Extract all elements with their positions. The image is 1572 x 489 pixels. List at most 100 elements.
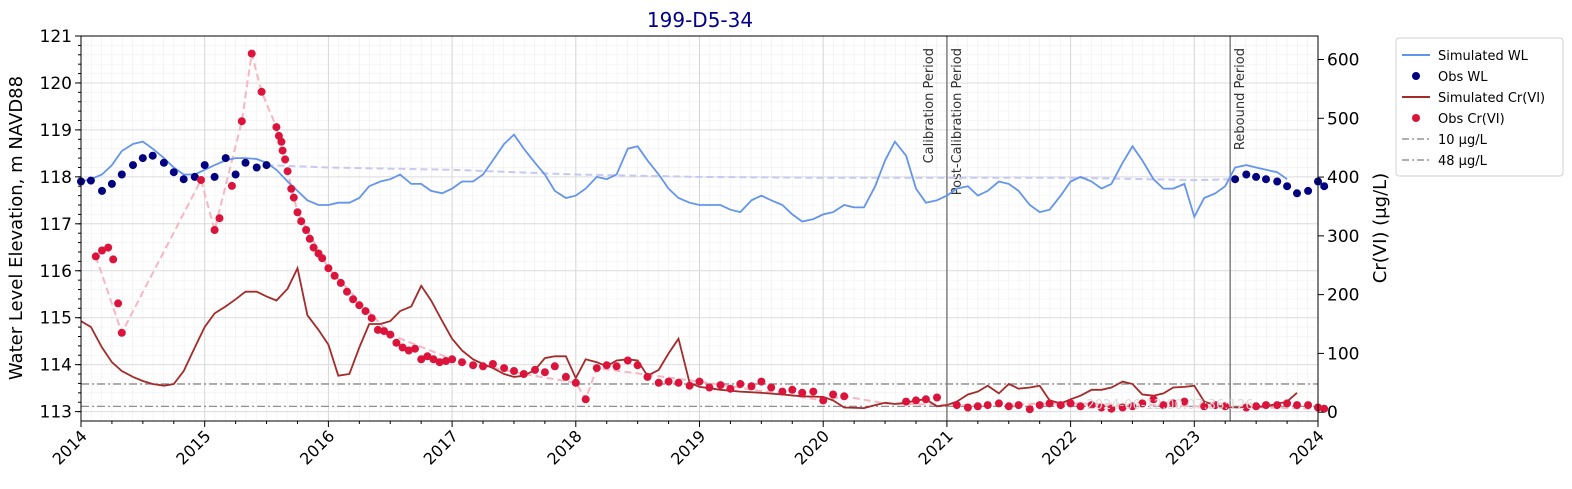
obs-cr-vi-point bbox=[1273, 401, 1282, 410]
obs-cr-vi-point bbox=[1262, 401, 1270, 410]
obs-cr-vi-point bbox=[1159, 401, 1168, 410]
obs-cr-vi-point bbox=[1149, 395, 1158, 404]
obs-cr-vi-point bbox=[1180, 397, 1189, 406]
y-left-tick-label: 115 bbox=[40, 309, 72, 329]
x-tick-label: 2024 bbox=[1286, 426, 1328, 468]
obs-cr-vi-point bbox=[272, 123, 281, 132]
obs-cr-vi-point bbox=[933, 393, 941, 402]
obs-cr-vi-point bbox=[695, 377, 704, 386]
obs-wl-point bbox=[221, 154, 230, 163]
y-left-tick-label: 117 bbox=[40, 215, 72, 235]
obs-wl-point bbox=[262, 161, 271, 170]
obs-cr-vi-point bbox=[1293, 401, 1301, 410]
obs-cr-vi-point bbox=[411, 344, 419, 353]
legend-label: 48 μg/L bbox=[1438, 154, 1488, 169]
obs-cr-vi-point bbox=[1252, 402, 1261, 411]
obs-cr-vi-point bbox=[417, 355, 426, 364]
obs-cr-vi-point bbox=[571, 378, 580, 387]
obs-wl-point bbox=[179, 175, 188, 184]
obs-cr-vi-point bbox=[91, 252, 100, 261]
obs-cr-vi-point bbox=[994, 399, 1003, 408]
obs-cr-vi-point bbox=[809, 387, 818, 396]
y-right-tick-label: 200 bbox=[1327, 286, 1359, 306]
legend-label: 10 μg/L bbox=[1438, 133, 1488, 148]
obs-cr-vi-point bbox=[912, 396, 920, 405]
obs-cr-vi-point bbox=[921, 395, 930, 404]
y-right-tick-label: 500 bbox=[1327, 109, 1359, 129]
obs-cr-vi-point bbox=[435, 358, 444, 367]
obs-cr-vi-point bbox=[973, 402, 982, 411]
y-left-tick-label: 114 bbox=[40, 356, 72, 376]
obs-cr-vi-point bbox=[278, 146, 287, 155]
obs-cr-vi-point bbox=[380, 327, 389, 336]
y-right-tick-label: 300 bbox=[1327, 227, 1359, 247]
obs-cr-vi-point bbox=[664, 377, 673, 386]
obs-cr-vi-point bbox=[685, 381, 694, 390]
obs-cr-vi-point bbox=[302, 226, 311, 234]
obs-wl-point bbox=[190, 172, 199, 181]
obs-wl-point bbox=[1283, 182, 1292, 191]
legend-label: Obs WL bbox=[1438, 70, 1488, 85]
obs-cr-vi-point bbox=[215, 214, 224, 223]
y-left-tick-label: 119 bbox=[40, 121, 72, 141]
obs-wl-point bbox=[129, 161, 137, 170]
obs-cr-vi-point bbox=[349, 295, 358, 304]
obs-cr-vi-point bbox=[510, 367, 518, 375]
y-axis-right: 0 100 200 300 400 500 600 bbox=[1318, 51, 1359, 423]
obs-cr-vi-point bbox=[1076, 402, 1085, 411]
obs-wl-point bbox=[231, 170, 240, 179]
obs-cr-vi-point bbox=[798, 388, 807, 397]
obs-wl-point bbox=[210, 172, 219, 181]
obs-cr-vi-point bbox=[287, 184, 296, 193]
obs-cr-vi-point bbox=[519, 370, 528, 378]
obs-cr-vi-point bbox=[441, 357, 450, 365]
obs-cr-vi-point bbox=[1087, 401, 1096, 410]
obs-wl-point bbox=[1320, 182, 1329, 191]
obs-cr-vi-point bbox=[479, 362, 487, 371]
obs-cr-vi-point bbox=[297, 217, 306, 226]
obs-cr-vi-point bbox=[1004, 402, 1013, 411]
obs-cr-vi-point bbox=[788, 385, 797, 394]
obs-cr-vi-point bbox=[1056, 401, 1065, 410]
x-tick-label: 2016 bbox=[296, 426, 338, 468]
obs-cr-vi-point bbox=[237, 117, 246, 126]
y-left-tick-label: 118 bbox=[40, 168, 72, 188]
obs-wl-point bbox=[252, 163, 261, 172]
period-lines: Calibration Period Post-Calibration Perio… bbox=[922, 36, 1248, 421]
obs-cr-vi-point bbox=[293, 208, 302, 217]
obs-cr-vi-point bbox=[227, 181, 236, 190]
obs-cr-vi-point bbox=[633, 361, 642, 370]
obs-cr-vi-point bbox=[404, 346, 413, 355]
obs-cr-vi-point bbox=[902, 397, 911, 406]
obs-cr-vi-point bbox=[109, 255, 118, 264]
obs-cr-vi-point bbox=[592, 364, 601, 373]
obs-cr-vi-point bbox=[281, 155, 290, 164]
obs-cr-vi-point bbox=[1200, 402, 1209, 411]
obs-cr-vi-point bbox=[1221, 402, 1230, 411]
obs-cr-vi-point bbox=[1211, 401, 1220, 410]
obs-cr-vi-point bbox=[1128, 402, 1137, 411]
x-tick-label: 2017 bbox=[420, 426, 462, 468]
obs-cr-vi-point bbox=[531, 365, 539, 374]
obs-cr-vi-point bbox=[386, 330, 395, 339]
obs-cr-vi-point bbox=[1107, 404, 1116, 413]
y-right-tick-label: 400 bbox=[1327, 168, 1359, 188]
obs-wl-point bbox=[1273, 177, 1282, 186]
y-left-tick-label: 120 bbox=[40, 74, 72, 94]
y-right-tick-label: 0 bbox=[1327, 403, 1338, 423]
obs-cr-vi-point bbox=[429, 355, 438, 364]
obs-cr-vi-point bbox=[747, 382, 756, 391]
y-right-tick-label: 100 bbox=[1327, 344, 1359, 364]
obs-cr-vi-point bbox=[336, 278, 345, 287]
obs-cr-vi-point bbox=[540, 368, 549, 377]
obs-wl-point bbox=[159, 158, 168, 167]
period-label: Calibration Period bbox=[922, 48, 937, 163]
obs-cr-vi-point bbox=[277, 137, 286, 146]
obs-cr-vi-point bbox=[500, 364, 509, 373]
simulated-cr-vi-line bbox=[80, 265, 1298, 410]
obs-wl-point bbox=[1231, 175, 1240, 184]
legend-label: Simulated Cr(VI) bbox=[1438, 91, 1545, 106]
obs-cr-vi-point bbox=[654, 378, 663, 387]
x-tick-label: 2020 bbox=[791, 426, 833, 468]
series-points bbox=[77, 49, 1329, 414]
